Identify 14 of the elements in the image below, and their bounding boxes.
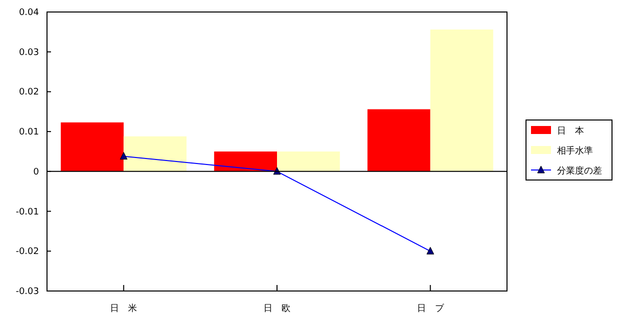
y-tick-label: 0.03 <box>18 48 39 58</box>
y-tick-label: 0.02 <box>18 88 39 98</box>
y-tick-label: -0.03 <box>16 287 39 297</box>
legend-label: 日 本 <box>557 126 584 136</box>
x-tick-label: 日 米 <box>110 303 138 314</box>
y-tick-label: 0.04 <box>18 8 40 18</box>
x-tick-label: 日 ブ <box>416 303 445 314</box>
legend-label: 分業度の差 <box>557 166 602 176</box>
y-tick-label: 0 <box>33 167 40 178</box>
y-tick-label: -0.02 <box>16 247 39 258</box>
y-tick-label: 0.01 <box>18 128 39 138</box>
legend-label: 相手水準 <box>557 146 593 156</box>
y-tick-label: -0.01 <box>16 207 39 218</box>
x-tick-label: 日 欧 <box>264 303 290 314</box>
